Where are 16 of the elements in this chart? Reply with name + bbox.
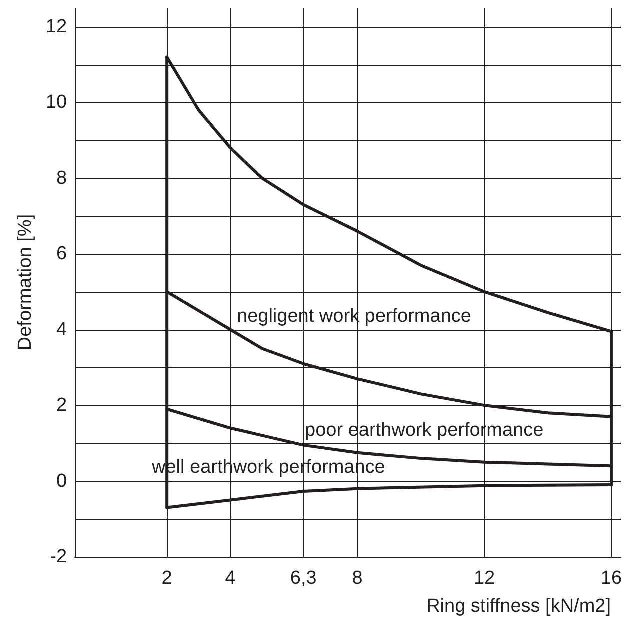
y-tick-label: 8 <box>56 168 68 189</box>
y-tick-label: 0 <box>56 470 68 492</box>
y-axis-title: Deformation [%] <box>15 214 36 351</box>
x-tick-label: 4 <box>225 568 236 589</box>
x-axis-title: Ring stiffness [kN/m2] <box>426 596 612 617</box>
y-tick-label: 12 <box>46 16 68 38</box>
x-tick-label: 8 <box>352 568 363 589</box>
y-tick-label: 4 <box>56 319 68 340</box>
x-tick-label: 2 <box>162 568 172 589</box>
x-tick-label: 6,3 <box>290 568 317 589</box>
y-tick-label: 6 <box>56 244 68 265</box>
x-tick-label: 12 <box>474 568 496 589</box>
y-tick-label: -2 <box>50 546 68 568</box>
x-tick-label: 16 <box>600 568 622 589</box>
y-tick-label: 10 <box>46 92 68 114</box>
y-tick-label: 2 <box>56 395 68 416</box>
